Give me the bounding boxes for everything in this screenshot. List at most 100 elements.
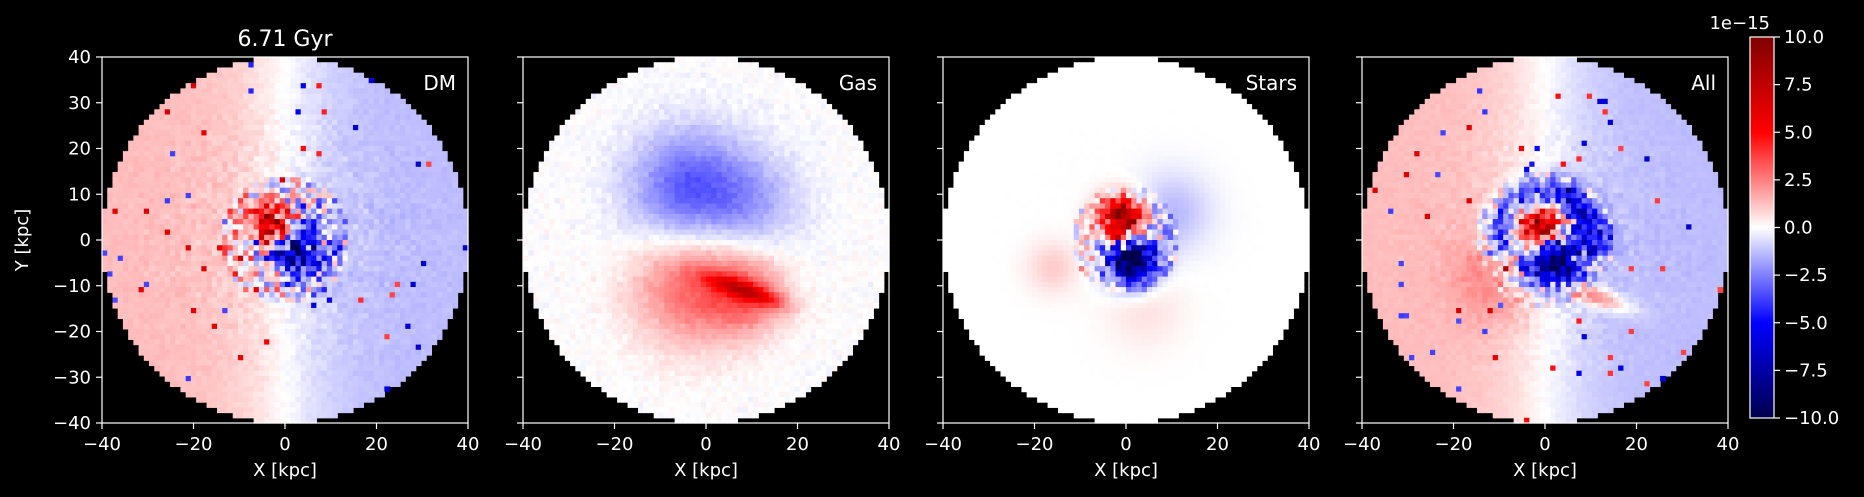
heatmap-cell: [332, 328, 338, 335]
heatmap-cell: [326, 328, 333, 335]
heatmap-cell: [211, 375, 218, 382]
heatmap-cell: [201, 208, 208, 215]
heatmap-cell: [716, 119, 723, 126]
heatmap-cell: [154, 297, 161, 304]
heatmap-cell: [337, 140, 344, 147]
heatmap-cell: [447, 177, 453, 184]
heatmap-cell: [415, 302, 422, 309]
heatmap-cell: [316, 229, 323, 236]
heatmap-cell: [836, 172, 843, 178]
heatmap-cell: [196, 166, 202, 173]
heatmap-cell: [149, 161, 155, 168]
heatmap-cell: [128, 208, 134, 215]
heatmap-cell: [258, 151, 265, 157]
heatmap-cell: [436, 140, 443, 147]
heatmap-cell: [784, 172, 791, 178]
heatmap-cell: [185, 172, 192, 178]
heatmap-cell: [627, 140, 634, 147]
heatmap-cell: [685, 72, 691, 79]
heatmap-cell: [384, 219, 391, 225]
heatmap-cell: [784, 119, 791, 126]
heatmap-cell: [585, 135, 592, 142]
heatmap-cell: [290, 67, 297, 74]
heatmap-cell: [384, 375, 391, 382]
heatmap-cell: [352, 83, 359, 89]
heatmap-cell: [279, 412, 286, 419]
heatmap-cell: [410, 182, 417, 189]
heatmap-cell: [810, 140, 817, 147]
heatmap-cell: [305, 266, 312, 272]
heatmap-cell: [164, 98, 171, 105]
heatmap-cell: [253, 370, 260, 377]
heatmap-cell: [316, 407, 323, 414]
heatmap-cell: [352, 72, 359, 79]
heatmap-cell: [128, 250, 134, 257]
heatmap-cell: [805, 93, 812, 100]
heatmap-cell: [295, 98, 302, 105]
heatmap-cell: [201, 93, 208, 100]
heatmap-cell: [138, 213, 145, 220]
heatmap-cell: [805, 98, 812, 105]
heatmap-cell: [295, 381, 302, 387]
heatmap-cell: [227, 135, 234, 142]
heatmap-cell: [326, 396, 333, 403]
heatmap-cell: [794, 114, 801, 121]
heatmap-cell: [206, 240, 213, 246]
heatmap-cell: [747, 62, 754, 69]
heatmap-cell: [358, 198, 365, 204]
heatmap-cell: [128, 318, 134, 325]
heatmap-cell: [773, 88, 780, 95]
heatmap-cell: [295, 287, 302, 293]
heatmap-cell: [190, 234, 197, 241]
heatmap-cell: [217, 93, 223, 100]
heatmap-cell: [358, 266, 365, 272]
heatmap-cell: [420, 245, 427, 252]
heatmap-cell: [305, 255, 312, 262]
heatmap-cell: [285, 98, 291, 105]
heatmap-cell: [295, 187, 302, 194]
heatmap-cell: [149, 240, 155, 246]
heatmap-cell: [295, 93, 302, 100]
heatmap-cell: [300, 349, 307, 356]
heatmap-cell: [352, 151, 359, 157]
heatmap-cell: [295, 281, 302, 288]
heatmap-cell: [784, 151, 791, 157]
heatmap-cell: [570, 135, 576, 142]
heatmap-cell: [154, 240, 161, 246]
heatmap-cell: [211, 166, 218, 173]
heatmap-cell: [232, 166, 239, 173]
heatmap-cell: [337, 208, 344, 215]
heatmap-cell: [138, 182, 145, 189]
heatmap-cell: [279, 355, 286, 361]
heatmap-cell: [300, 287, 307, 293]
heatmap-cell: [379, 281, 385, 288]
heatmap-cell: [564, 177, 571, 184]
heatmap-cell: [117, 224, 124, 231]
heatmap-cell: [606, 124, 613, 131]
heatmap-cell: [379, 177, 385, 184]
heatmap-cell: [196, 219, 202, 225]
heatmap-cell: [389, 93, 396, 100]
heatmap-cell: [264, 177, 270, 184]
heatmap-cell: [784, 161, 791, 168]
heatmap-cell: [295, 307, 302, 314]
heatmap-cell: [196, 365, 202, 372]
heatmap-cell: [248, 203, 255, 210]
heatmap-cell: [617, 77, 623, 84]
heatmap-cell: [632, 72, 639, 79]
heatmap-cell: [789, 161, 796, 168]
heatmap-cell: [420, 339, 427, 346]
heatmap-cell: [580, 135, 587, 142]
heatmap-cell: [815, 166, 822, 173]
heatmap-cell: [742, 161, 749, 168]
heatmap-cell: [154, 161, 161, 168]
heatmap-cell: [169, 375, 176, 382]
heatmap-cell: [831, 135, 838, 142]
heatmap-cell: [253, 192, 260, 199]
heatmap-cell: [332, 370, 338, 377]
heatmap-cell: [311, 177, 317, 184]
heatmap-cell: [128, 276, 134, 283]
heatmap-cell: [201, 240, 208, 246]
heatmap-cell: [410, 266, 417, 272]
heatmap-cell: [274, 114, 281, 121]
